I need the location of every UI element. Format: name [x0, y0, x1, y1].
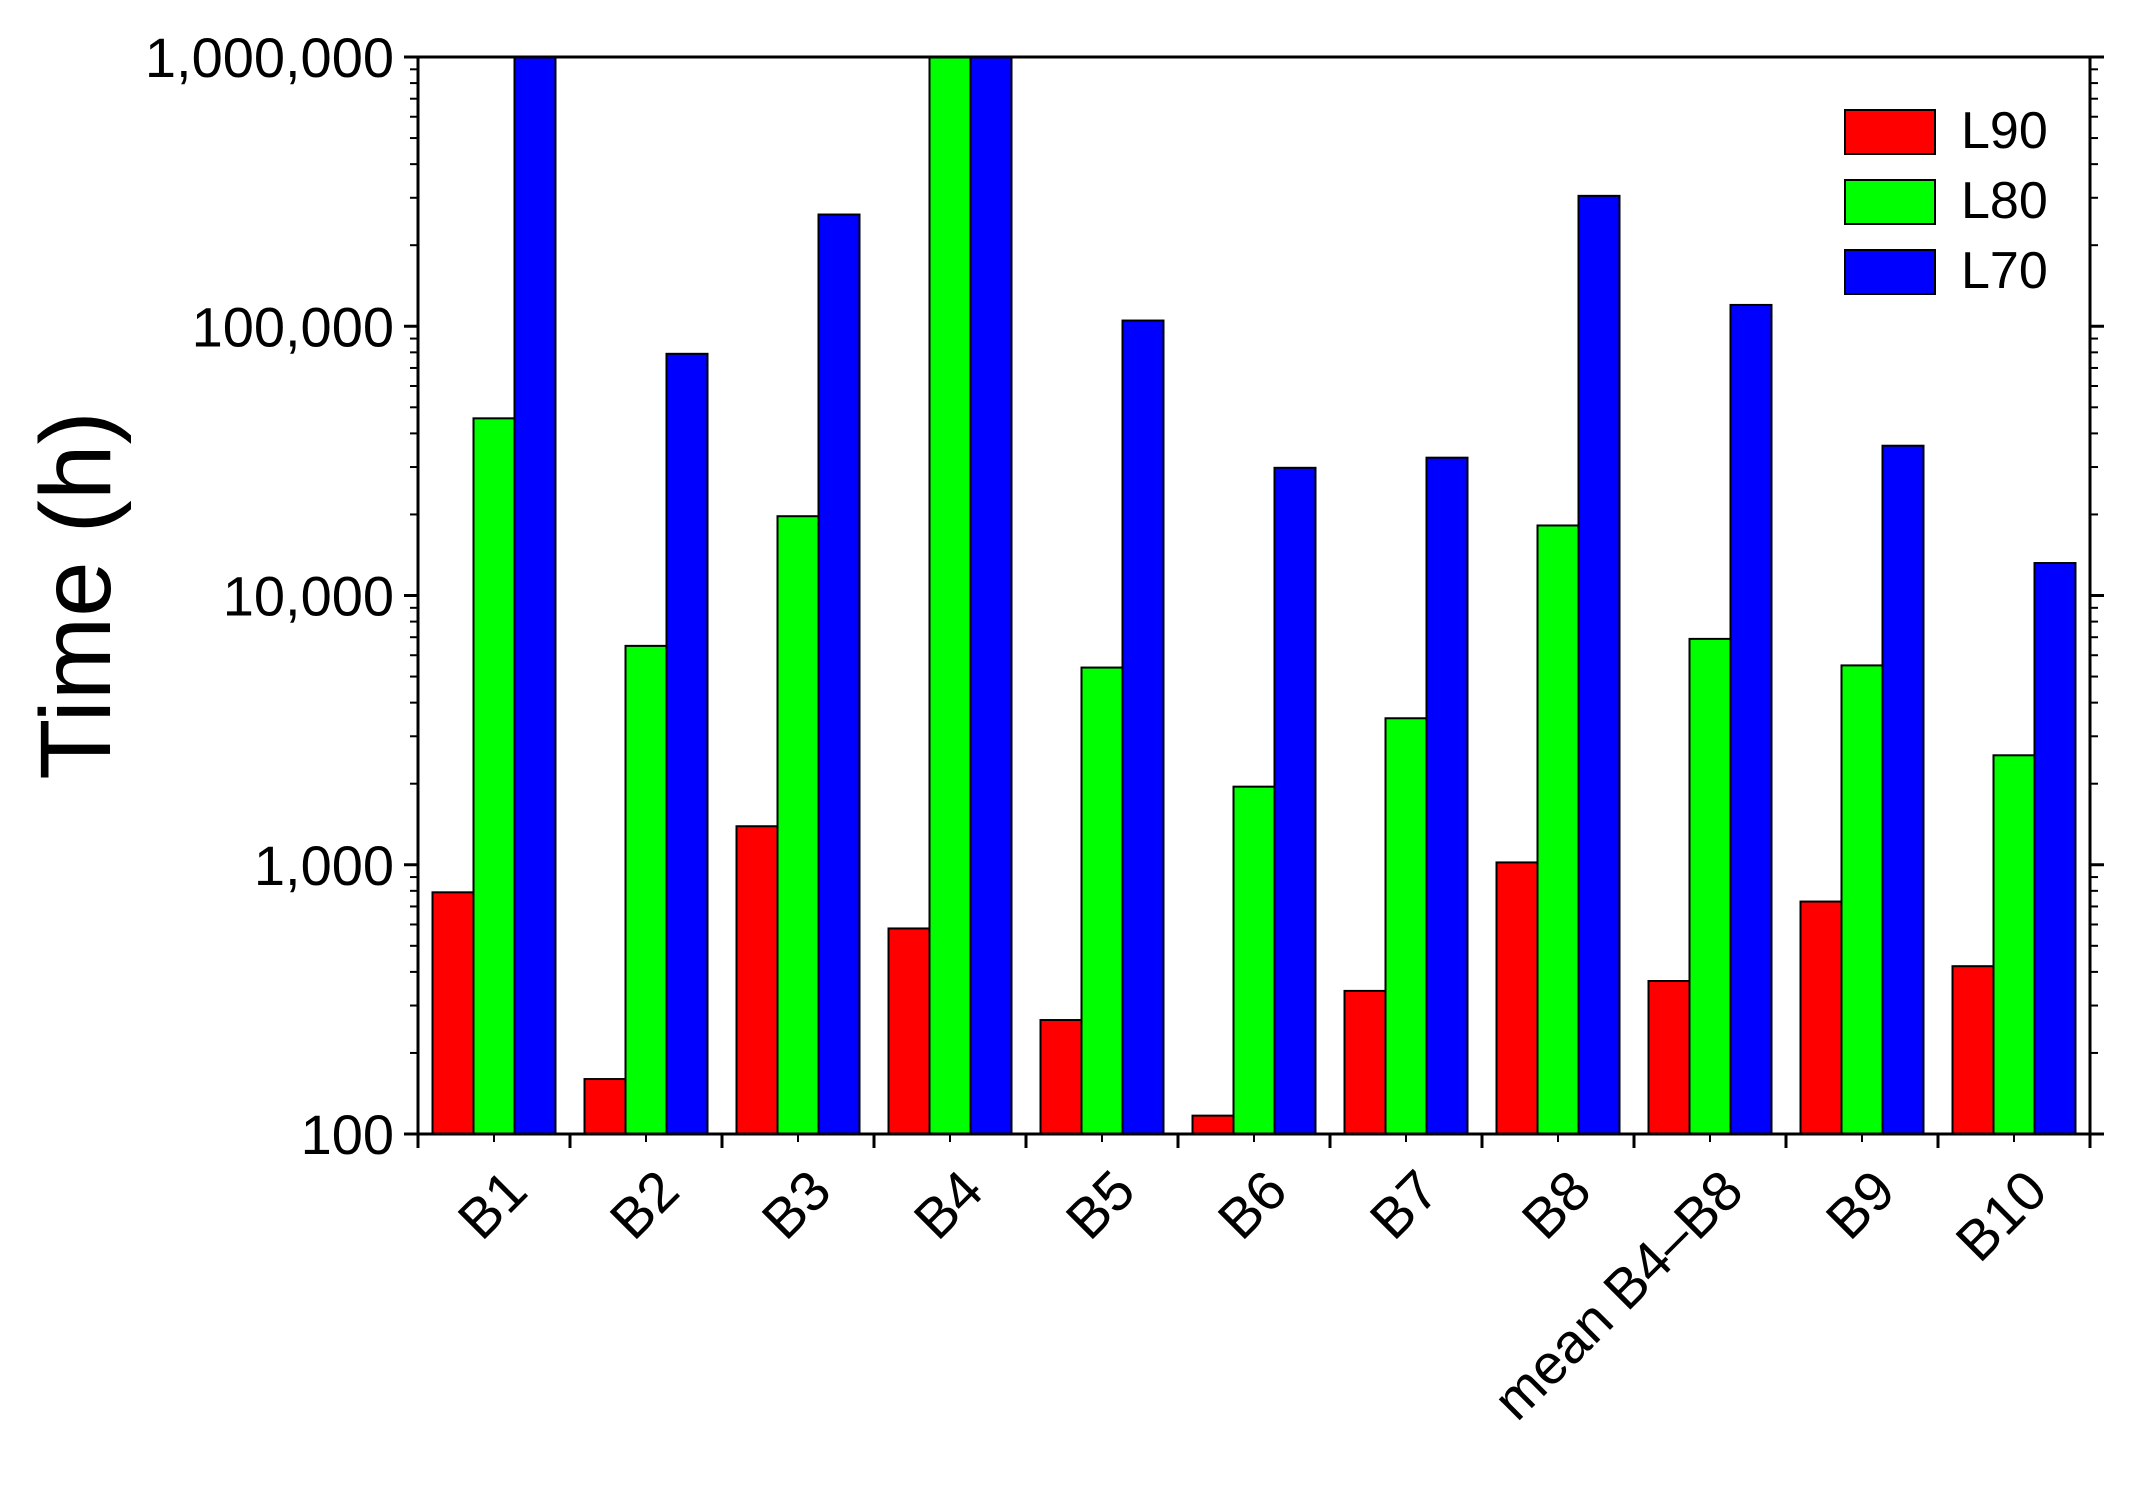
bar-L80-B6	[1232, 785, 1276, 1136]
x-tick-label: B2	[598, 1158, 691, 1251]
bar-L90-B5	[1039, 1019, 1083, 1136]
bar-L70-B3	[817, 213, 861, 1135]
bar-L80-B7	[1384, 717, 1428, 1136]
bar-L70-B4	[969, 56, 1013, 1135]
ticks-layer	[404, 55, 2104, 1148]
y-tick-label: 100	[301, 1103, 394, 1166]
legend-label-L70: L70	[1961, 242, 2048, 300]
x-tick-label: B9	[1814, 1158, 1907, 1251]
x-tick-label: B1	[446, 1158, 539, 1251]
bar-L70-B7	[1425, 456, 1469, 1135]
y-tick-label: 1,000,000	[145, 26, 394, 89]
bar-L70-B6	[1273, 466, 1317, 1135]
x-tick-label: B8	[1510, 1158, 1603, 1251]
bar-L90-mean-B4-B8	[1647, 980, 1691, 1135]
bar-L70-B9	[1881, 444, 1925, 1135]
bar-L80-B5	[1080, 666, 1124, 1135]
bar-L80-mean-B4-B8	[1688, 637, 1732, 1135]
bar-L80-B10	[1992, 754, 2036, 1135]
y-tick-labels: 100 1,000 10,000 100,000 1,000,000	[145, 26, 394, 1166]
bar-L90-B4	[887, 927, 931, 1136]
bar-L90-B9	[1799, 900, 1843, 1135]
bar-L90-B8	[1495, 861, 1539, 1135]
y-tick-label: 1,000	[254, 834, 394, 897]
legend-swatch-L80	[1844, 179, 1936, 225]
y-tick-label: 10,000	[223, 565, 394, 628]
x-tick-label: B7	[1358, 1158, 1451, 1251]
bar-L80-B4	[928, 56, 972, 1135]
y-axis-title: Time (h)	[20, 411, 132, 780]
bar-L70-B8	[1577, 194, 1621, 1135]
bar-L90-B6	[1191, 1114, 1235, 1136]
x-tick-label: B6	[1206, 1158, 1299, 1251]
bars-layer	[431, 56, 2077, 1136]
bar-L70-mean-B4-B8	[1729, 303, 1773, 1136]
legend-swatch-L70	[1844, 249, 1936, 295]
bar-L80-B2	[624, 644, 668, 1136]
bar-L70-B2	[665, 352, 709, 1135]
bar-L80-B1	[472, 417, 516, 1135]
bar-L90-B3	[735, 825, 779, 1136]
bar-L80-B8	[1536, 524, 1580, 1135]
x-tick-label: B3	[750, 1158, 843, 1251]
bar-L90-B2	[583, 1078, 627, 1135]
bar-L80-B9	[1840, 664, 1884, 1135]
bar-L90-B1	[431, 891, 475, 1135]
bar-L70-B1	[513, 56, 557, 1135]
x-tick-label: B4	[902, 1158, 995, 1251]
y-tick-label: 100,000	[192, 295, 394, 358]
legend: L90 L80 L70	[1844, 102, 2048, 300]
legend-label-L90: L90	[1961, 102, 2048, 160]
x-tick-label: B5	[1054, 1158, 1147, 1251]
legend-label-L80: L80	[1961, 172, 2048, 230]
legend-swatch-L90	[1844, 109, 1936, 155]
bar-L80-B3	[776, 515, 820, 1135]
bar-L90-B7	[1343, 989, 1387, 1135]
bar-L70-B5	[1121, 319, 1165, 1135]
bar-L70-B10	[2033, 562, 2077, 1135]
bar-L90-B10	[1951, 965, 1995, 1135]
x-tick-label: B10	[1943, 1158, 2058, 1273]
